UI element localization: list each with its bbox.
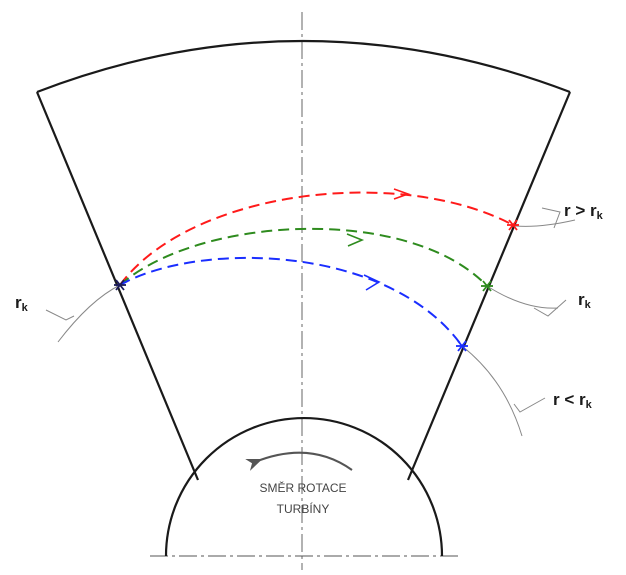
rotation-label-line2: TURBÍNY xyxy=(277,501,330,516)
rk-left-guide xyxy=(57,284,121,343)
r-less-guide xyxy=(461,345,523,437)
rk-left-leader xyxy=(45,309,75,321)
green-arrowhead xyxy=(346,233,365,247)
rk-right-guide xyxy=(486,285,559,309)
rk-right-label: rk xyxy=(578,290,592,311)
r-greater-guide xyxy=(514,219,576,227)
start-marker xyxy=(114,279,126,291)
red-arrowhead xyxy=(393,188,411,200)
green-trajectory xyxy=(119,227,488,287)
rk-left-label: rk xyxy=(15,293,29,314)
blue-trajectory xyxy=(119,256,463,347)
r-greater-leader xyxy=(541,207,561,229)
blue-end-marker xyxy=(456,340,468,352)
radius-guides xyxy=(57,219,576,437)
channel-outline xyxy=(35,39,572,481)
red-trajectory xyxy=(119,191,514,286)
green-end-marker xyxy=(481,280,493,292)
r-less-label: r < rk xyxy=(553,390,593,411)
r-greater-label: r > rk xyxy=(564,201,604,222)
hub xyxy=(164,416,444,557)
rk-right-leader xyxy=(533,299,567,317)
red-end-marker xyxy=(507,219,519,231)
blue-arrowhead xyxy=(363,274,381,291)
r-less-leader xyxy=(513,397,546,413)
leader-lines xyxy=(45,207,567,413)
rotation-arrow-icon xyxy=(245,451,353,471)
rotation-label-line1: SMĚR ROTACE xyxy=(259,480,346,495)
outer-arc xyxy=(36,39,571,94)
